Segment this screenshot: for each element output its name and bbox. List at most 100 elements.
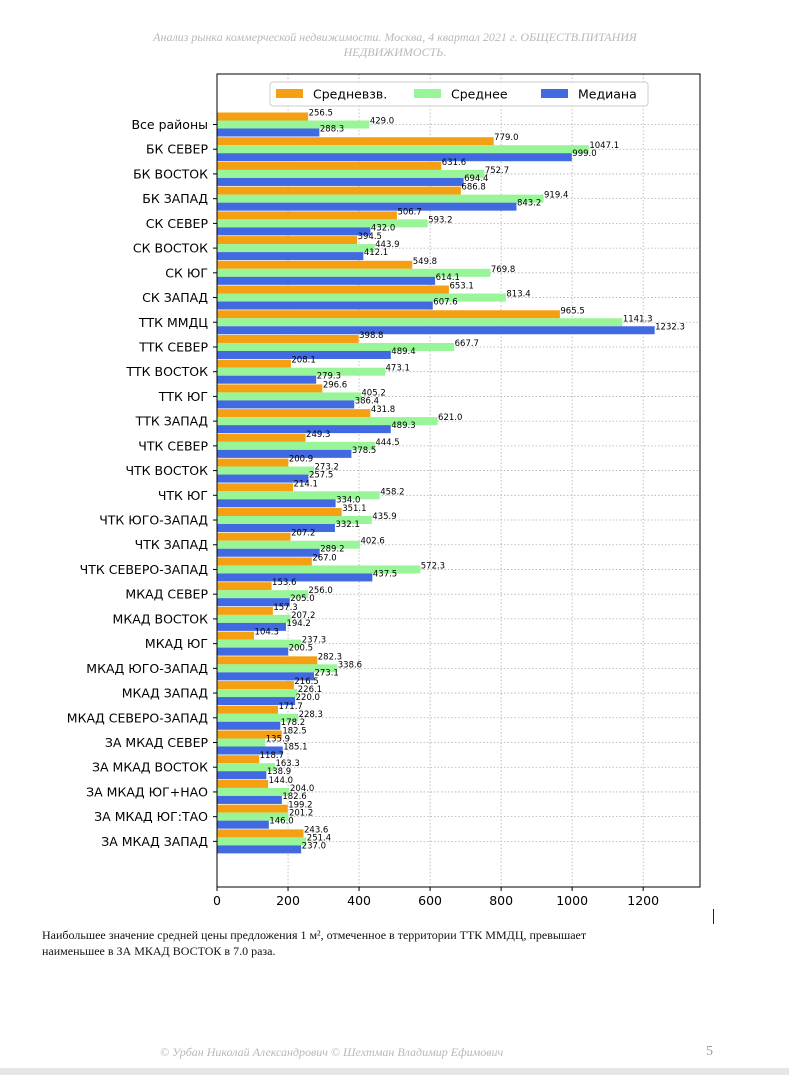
category-label: ЗА МКАД СЕВЕР (105, 735, 209, 750)
data-label: 843.2 (517, 199, 541, 209)
data-label: 243.6 (304, 825, 328, 835)
data-label: 779.0 (494, 133, 518, 143)
data-label: 667.7 (455, 339, 479, 349)
category-label: БК ЗАПАД (142, 191, 208, 206)
data-label: 435.9 (372, 512, 396, 522)
data-label: 351.1 (342, 504, 366, 514)
bar-1-10 (217, 367, 386, 376)
data-label: 256.0 (308, 586, 332, 596)
bar-1-13 (217, 441, 375, 450)
data-label: 178.2 (281, 718, 305, 728)
data-label: 220.0 (296, 693, 320, 703)
legend-swatch-2 (541, 89, 568, 98)
bar-0-27 (217, 779, 269, 788)
x-tick-label: 400 (347, 893, 371, 908)
category-label: ЗА МКАД ВОСТОК (92, 760, 208, 775)
header-line-2: НЕДВИЖИМОСТЬ. (343, 45, 447, 59)
data-label: 437.5 (373, 569, 397, 579)
data-label: 631.6 (442, 158, 466, 168)
legend-swatch-0 (276, 89, 303, 98)
data-label: 769.8 (491, 265, 515, 275)
data-label: 144.0 (269, 776, 293, 786)
bar-0-2 (217, 161, 442, 170)
data-label: 489.4 (391, 347, 415, 357)
bar-2-14 (217, 474, 309, 483)
bar-1-22 (217, 664, 338, 673)
category-label: МКАД ЗАПАД (122, 686, 208, 701)
data-label: 621.0 (438, 413, 462, 423)
caption-line-1: Наибольшее значение средней цены предлож… (42, 928, 587, 942)
bar-2-5 (217, 252, 364, 261)
bottom-scrollbar[interactable] (0, 1068, 789, 1075)
bar-0-4 (217, 211, 397, 220)
category-label: ТТК ЮГ (158, 389, 208, 404)
data-label: 386.4 (355, 396, 379, 406)
x-tick-label: 1200 (627, 893, 659, 908)
bar-1-3 (217, 194, 544, 203)
bar-2-7 (217, 301, 433, 310)
category-label: СК ЮГ (165, 265, 208, 280)
category-label: Все районы (131, 117, 208, 132)
data-label: 249.3 (306, 430, 330, 440)
data-label: 1047.1 (589, 141, 619, 151)
plot-frame (216, 73, 701, 888)
data-label: 256.5 (309, 109, 333, 119)
bar-0-15 (217, 483, 294, 492)
bar-2-6 (217, 276, 436, 285)
bar-0-7 (217, 285, 449, 294)
data-label: 289.2 (320, 545, 344, 555)
data-label: 607.6 (433, 298, 457, 308)
legend-label-1: Среднее (451, 87, 508, 102)
data-label: 185.1 (283, 743, 307, 753)
data-label: 398.8 (359, 331, 383, 341)
data-label: 338.6 (338, 660, 362, 670)
bar-1-11 (217, 392, 361, 401)
bar-1-5 (217, 244, 375, 253)
category-label: МКАД СЕВЕРО-ЗАПАД (67, 710, 208, 725)
category-label: ТТК ЗАПАД (135, 414, 209, 429)
bar-0-14 (217, 458, 289, 467)
bar-1-7 (217, 293, 506, 302)
x-tick-label: 1000 (556, 893, 588, 908)
category-label: СК ЗАПАД (142, 290, 208, 305)
bar-1-12 (217, 417, 438, 426)
bar-0-1 (217, 137, 494, 146)
header-line-1: Анализ рынка коммерческой недвижимости. … (153, 30, 637, 44)
bar-2-13 (217, 449, 352, 458)
data-label: 146.0 (269, 817, 293, 827)
data-label: 200.5 (289, 644, 313, 654)
bar-1-17 (217, 540, 360, 549)
category-label: МКАД ВОСТОК (113, 611, 209, 626)
data-label: 458.2 (380, 487, 404, 497)
report-header: Анализ рынка коммерческой недвижимости. … (60, 30, 730, 60)
bar-0-23 (217, 681, 294, 690)
bar-1-9 (217, 342, 455, 351)
data-label: 432.0 (371, 223, 395, 233)
data-label: 104.3 (255, 628, 279, 638)
page-number: 5 (706, 1044, 713, 1059)
data-label: 163.3 (275, 759, 299, 769)
bar-2-4 (217, 227, 371, 236)
data-label: 443.9 (375, 240, 399, 250)
data-label: 182.6 (282, 792, 306, 802)
x-tick-label: 200 (276, 893, 300, 908)
category-label: ТТК ММДЦ (138, 315, 208, 330)
category-label: МКАД СЕВЕР (125, 587, 208, 602)
caption: Наибольшее значение средней цены предлож… (42, 927, 682, 959)
bar-1-25 (217, 738, 266, 747)
data-label: 279.3 (317, 372, 341, 382)
bar-0-29 (217, 829, 304, 838)
bar-0-26 (217, 755, 260, 764)
data-label: 332.1 (335, 520, 359, 530)
data-label: 378.5 (352, 446, 376, 456)
bar-2-16 (217, 524, 335, 533)
bar-0-11 (217, 384, 323, 393)
data-label: 201.2 (289, 809, 313, 819)
x-tick-label: 0 (213, 893, 221, 908)
category-label: БК ВОСТОК (133, 166, 208, 181)
bar-1-15 (217, 491, 380, 500)
bar-2-22 (217, 672, 314, 681)
data-label: 506.7 (397, 207, 421, 217)
category-label: ТТК ВОСТОК (125, 364, 208, 379)
bar-2-12 (217, 425, 391, 434)
